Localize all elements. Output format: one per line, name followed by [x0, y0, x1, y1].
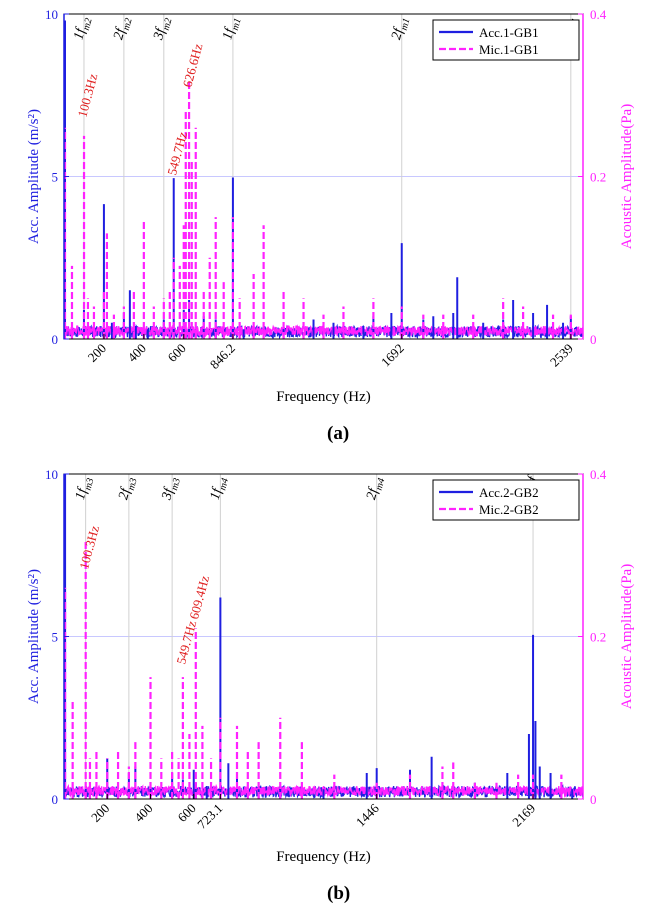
chart-panel-a: 0 5 10 0 0.2 0.4 200 400 600 846.2 1692 2539 Frequen… — [26, 7, 635, 405]
x-tick-label: 1692 — [378, 341, 407, 370]
y-axis-label-right: Acoustic Amplitude(Pa) — [619, 104, 635, 249]
harmonic-annotation-sub: m1 — [399, 17, 413, 32]
x-tick-label: 723.1 — [194, 801, 225, 832]
left-tick-label: 0 — [52, 792, 59, 807]
x-tick-label: 600 — [164, 341, 188, 365]
x-tick-label: 2539 — [547, 341, 576, 370]
y-axis-label-left: Acc. Amplitude (m/s²) — [26, 109, 42, 244]
x-tick-label: 2169 — [509, 801, 538, 830]
harmonic-annotation-sub: m2 — [121, 17, 135, 32]
right-tick-label: 0 — [590, 332, 597, 347]
y-axis-label-left: Acc. Amplitude (m/s²) — [26, 569, 42, 704]
harmonic-annotation: 3fm3 — [159, 475, 183, 503]
harmonic-annotation: 2fm1 — [389, 15, 412, 42]
legend-label: Acc.1-GB1 — [479, 25, 539, 40]
harmonic-annotation: 2fm2 — [111, 15, 134, 42]
harmonic-annotation: 1fm3 — [73, 475, 96, 502]
right-tick-label: 0.4 — [590, 467, 607, 482]
right-tick-label: 0.2 — [590, 630, 606, 645]
harmonic-annotation-sub: m3 — [169, 477, 183, 492]
x-tick-label: 400 — [125, 341, 149, 365]
harmonic-annotation-sub: m2 — [161, 17, 175, 32]
right-tick-label: 0.4 — [590, 7, 607, 22]
x-tick-label: 200 — [88, 801, 112, 825]
legend-label: Mic.2-GB2 — [479, 502, 539, 517]
panel-label-b: (b) — [327, 883, 351, 904]
x-tick-label: 400 — [131, 801, 155, 825]
panel-label-a: (a) — [327, 423, 350, 444]
left-tick-label: 5 — [52, 630, 59, 645]
right-tick-label: 0 — [590, 792, 597, 807]
x-tick-label: 846.2 — [207, 341, 238, 372]
left-tick-label: 10 — [45, 467, 58, 482]
legend-label: Mic.1-GB1 — [479, 42, 539, 57]
x-tick-label: 1446 — [353, 800, 382, 829]
x-axis-label: Frequency (Hz) — [276, 389, 371, 405]
harmonic-annotation: 3fm2 — [151, 15, 175, 43]
harmonic-annotation-sub: m4 — [374, 477, 388, 492]
plot-inner — [64, 474, 583, 799]
left-tick-label: 10 — [45, 7, 58, 22]
right-tick-label: 0.2 — [590, 170, 606, 185]
harmonic-annotation-sub: m3 — [126, 477, 140, 492]
y-axis-label-right: Acoustic Amplitude(Pa) — [619, 564, 635, 709]
x-axis-label: Frequency (Hz) — [276, 849, 371, 865]
harmonic-annotation: 1fm2 — [71, 15, 94, 42]
harmonic-annotation: 1fm4 — [208, 475, 231, 502]
plot-inner — [64, 20, 583, 339]
x-tick-label: 200 — [85, 341, 109, 365]
legend-box — [432, 479, 580, 521]
legend-box — [432, 19, 580, 61]
harmonic-annotation-sub: m3 — [83, 477, 97, 492]
legend-label: Acc.2-GB2 — [479, 485, 539, 500]
harmonic-annotation-sub: m1 — [230, 17, 244, 32]
harmonic-annotation: 1fm1 — [220, 15, 243, 42]
harmonic-annotation: 2fm4 — [364, 475, 387, 502]
harmonic-annotation: 2fm3 — [116, 475, 139, 502]
left-tick-label: 5 — [52, 170, 59, 185]
harmonic-annotation-sub: m2 — [81, 17, 95, 32]
harmonic-annotation-sub: m4 — [217, 477, 231, 492]
left-tick-label: 0 — [52, 332, 59, 347]
